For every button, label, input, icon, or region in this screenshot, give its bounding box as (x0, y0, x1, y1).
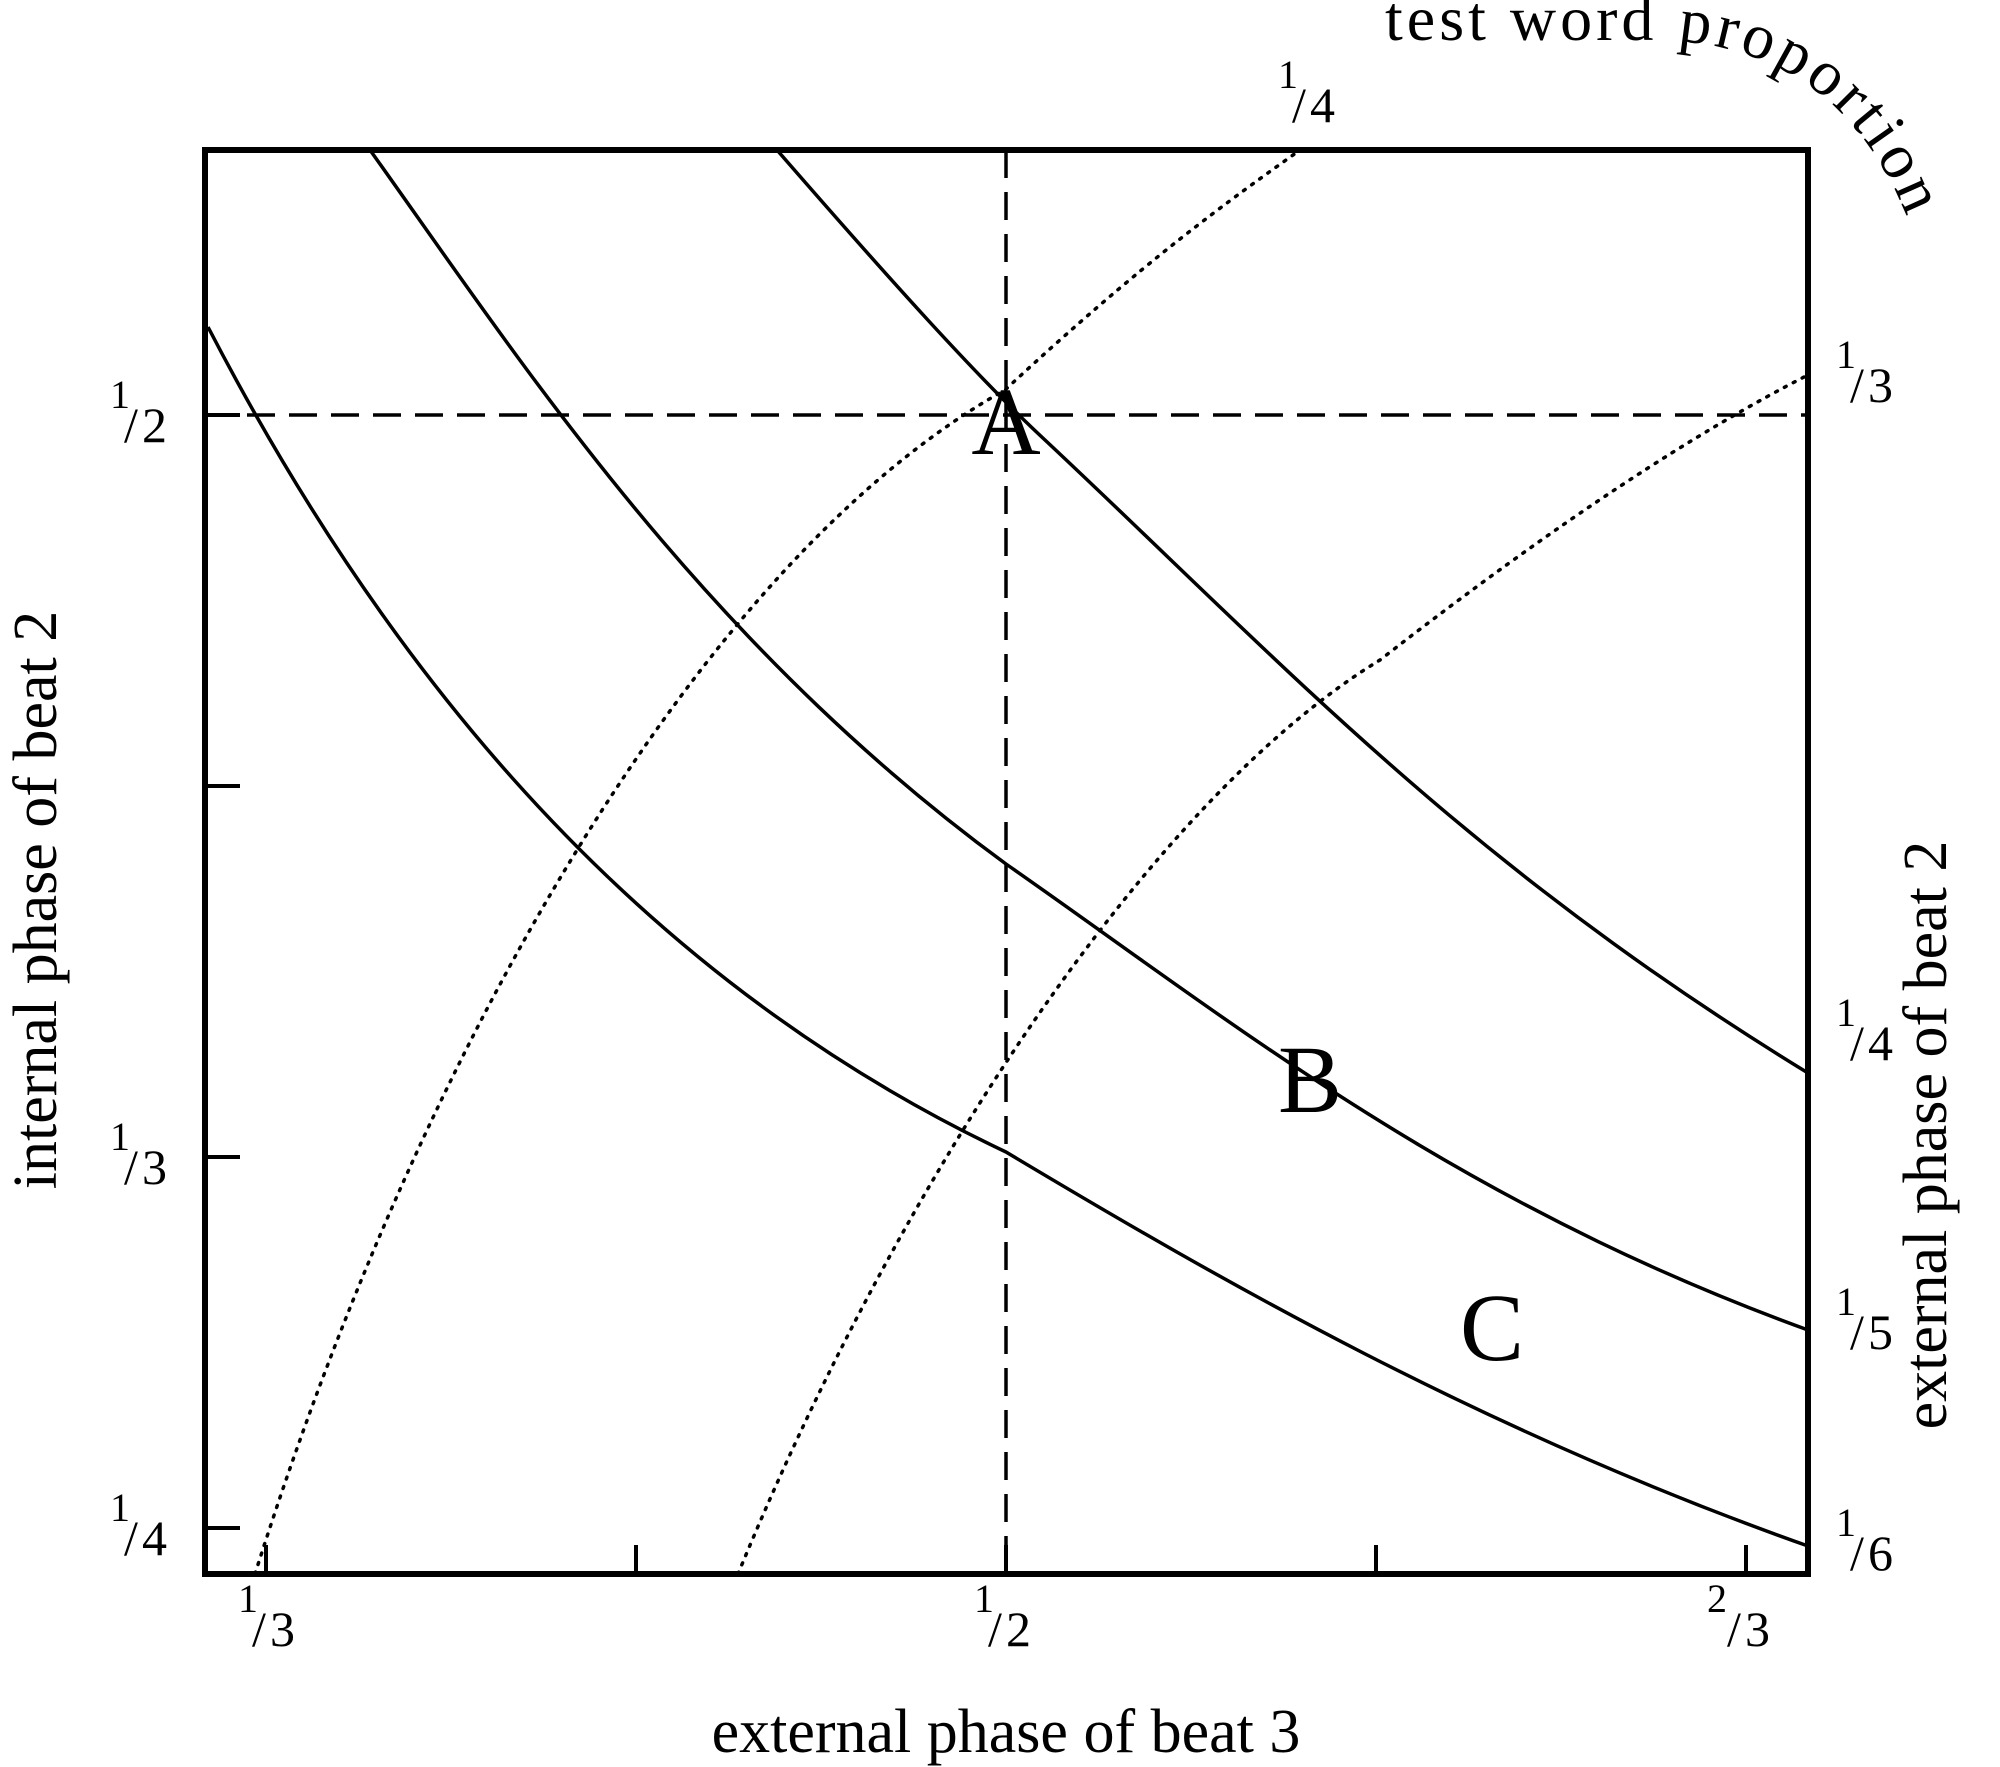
svg-text:1: 1 (1836, 990, 1856, 1035)
y-axis-ticks (205, 413, 240, 1530)
svg-text:1: 1 (1278, 52, 1298, 97)
y-right-tick-label-third: 1 / 3 (1836, 332, 1893, 413)
top-title-path: test word proportion (1385, 0, 1957, 226)
svg-text:3: 3 (1868, 357, 1893, 413)
y-right-tick-label-quarter: 1 / 4 (1836, 990, 1893, 1071)
svg-text:5: 5 (1868, 1304, 1893, 1360)
svg-text:1: 1 (974, 1576, 994, 1621)
svg-text:1: 1 (1836, 1279, 1856, 1324)
dotted-curve-right (736, 373, 1810, 1576)
svg-text:/: / (1850, 357, 1864, 413)
region-label-a: A (971, 368, 1040, 475)
svg-text:3: 3 (1745, 1601, 1770, 1657)
svg-text:/: / (1850, 1304, 1864, 1360)
svg-text:6: 6 (1868, 1525, 1893, 1581)
svg-text:2: 2 (142, 397, 167, 453)
top-tick-label-quarter: 1 / 4 (1278, 52, 1335, 133)
y-right-tick-label-fifth: 1 / 5 (1836, 1279, 1893, 1360)
svg-text:4: 4 (1868, 1015, 1893, 1071)
dotted-curve-left (253, 148, 1302, 1576)
svg-text:1: 1 (110, 1485, 130, 1530)
y-left-tick-label-quarter: 1 / 4 (110, 1485, 167, 1566)
x-tick-label-half: 1 / 2 (974, 1576, 1031, 1657)
svg-text:/: / (1850, 1525, 1864, 1581)
region-label-c: C (1460, 1274, 1524, 1381)
svg-text:/: / (1727, 1601, 1741, 1657)
svg-text:4: 4 (142, 1510, 167, 1566)
svg-text:4: 4 (1310, 77, 1335, 133)
y-axis-right-title: external phase of beat 2 (1892, 841, 1960, 1430)
svg-text:2: 2 (1707, 1576, 1727, 1621)
svg-text:/: / (124, 397, 138, 453)
svg-text:3: 3 (270, 1601, 295, 1657)
x-tick-label-two-thirds: 2 / 3 (1707, 1576, 1770, 1657)
top-title: test word proportion (1385, 0, 1961, 226)
svg-text:/: / (1850, 1015, 1864, 1071)
y-axis-left-title: internal phase of beat 2 (2, 611, 70, 1189)
svg-text:1: 1 (110, 1114, 130, 1159)
contour-curve-middle (368, 148, 1809, 1332)
contour-curve-lower (206, 326, 1809, 1548)
x-axis-title: external phase of beat 3 (712, 1698, 1301, 1766)
svg-text:/: / (252, 1601, 266, 1657)
svg-text:/: / (1292, 77, 1306, 133)
svg-text:/: / (124, 1139, 138, 1195)
contour-curve-upper (775, 148, 1809, 1075)
svg-text:1: 1 (1836, 332, 1856, 377)
svg-text:/: / (124, 1510, 138, 1566)
svg-text:1: 1 (238, 1576, 258, 1621)
svg-text:1: 1 (110, 372, 130, 417)
region-label-b: B (1278, 1026, 1342, 1133)
y-right-tick-label-sixth: 1 / 6 (1836, 1500, 1893, 1581)
svg-text:/: / (988, 1601, 1002, 1657)
x-tick-label-third: 1 / 3 (238, 1576, 295, 1657)
y-left-tick-label-third: 1 / 3 (110, 1114, 167, 1195)
svg-text:3: 3 (142, 1139, 167, 1195)
svg-text:2: 2 (1006, 1601, 1031, 1657)
svg-text:1: 1 (1836, 1500, 1856, 1545)
y-left-tick-label-half: 1 / 2 (110, 372, 167, 453)
